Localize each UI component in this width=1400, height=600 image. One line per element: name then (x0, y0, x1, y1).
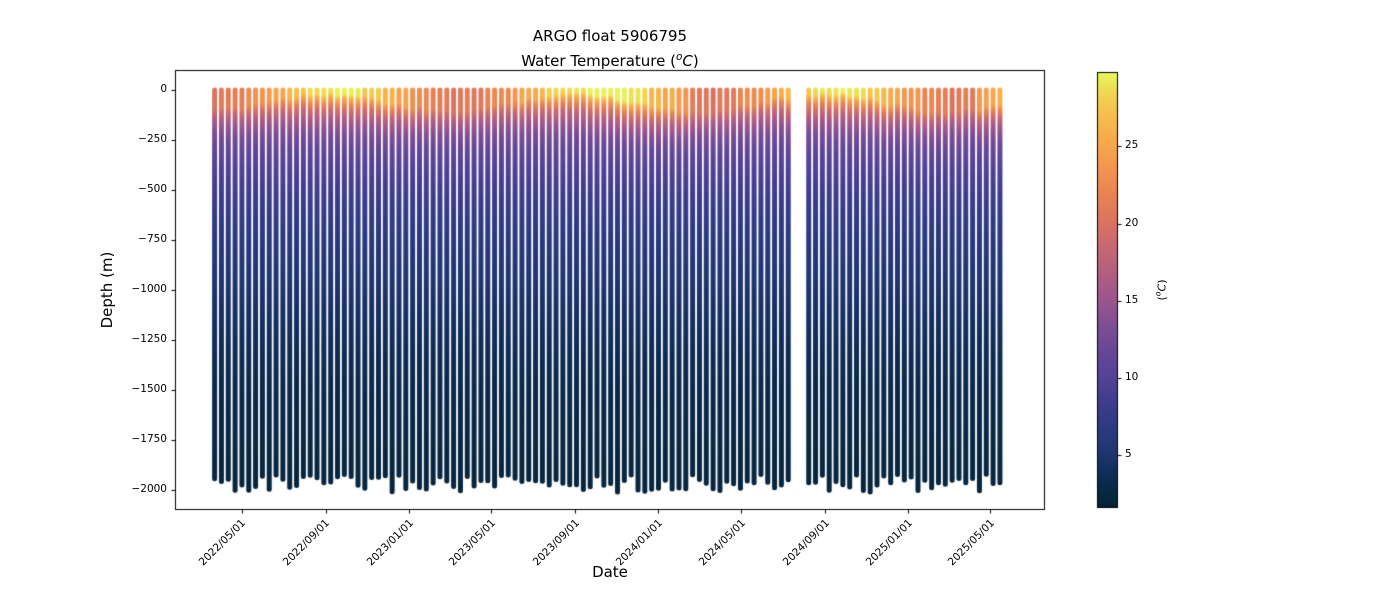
y-tick-label: −1750 (131, 433, 167, 445)
y-tick-label: −1250 (131, 333, 167, 345)
colorbar-tick-label: 10 (1125, 371, 1139, 384)
y-tick-label: −2000 (131, 483, 167, 495)
colorbar-label-sup: o (1153, 291, 1163, 297)
title-line2-text: Water Temperature ( (521, 52, 676, 70)
title-line2-sup: o (675, 51, 683, 63)
y-tick-label: 0 (160, 83, 167, 95)
colorbar-tick-label: 15 (1125, 293, 1139, 306)
chart-title: ARGO float 5906795 Water Temperature (oC… (175, 26, 1045, 72)
colorbar-tick-label: 5 (1125, 448, 1132, 461)
title-line2-close: ) (692, 52, 699, 70)
y-tick-label: −750 (138, 233, 167, 245)
colorbar-tick-label: 20 (1125, 216, 1139, 229)
colorbar-label-unit: C (1155, 283, 1169, 292)
x-axis-label: Date (592, 563, 628, 581)
y-tick-label: −250 (138, 133, 167, 145)
colorbar-label-open: ( (1155, 296, 1169, 301)
title-line1: ARGO float 5906795 (532, 27, 688, 45)
y-tick-label: −1500 (131, 383, 167, 395)
y-tick-label: −500 (138, 183, 167, 195)
title-line2-unit: C (682, 52, 693, 70)
colorbar-label-close: ) (1155, 279, 1169, 284)
y-tick-label: −1000 (131, 283, 167, 295)
colorbar-label: (oC) (1154, 280, 1169, 301)
title-line2: Water Temperature (oC) (175, 47, 1045, 72)
colorbar-tick-label: 25 (1125, 139, 1139, 152)
